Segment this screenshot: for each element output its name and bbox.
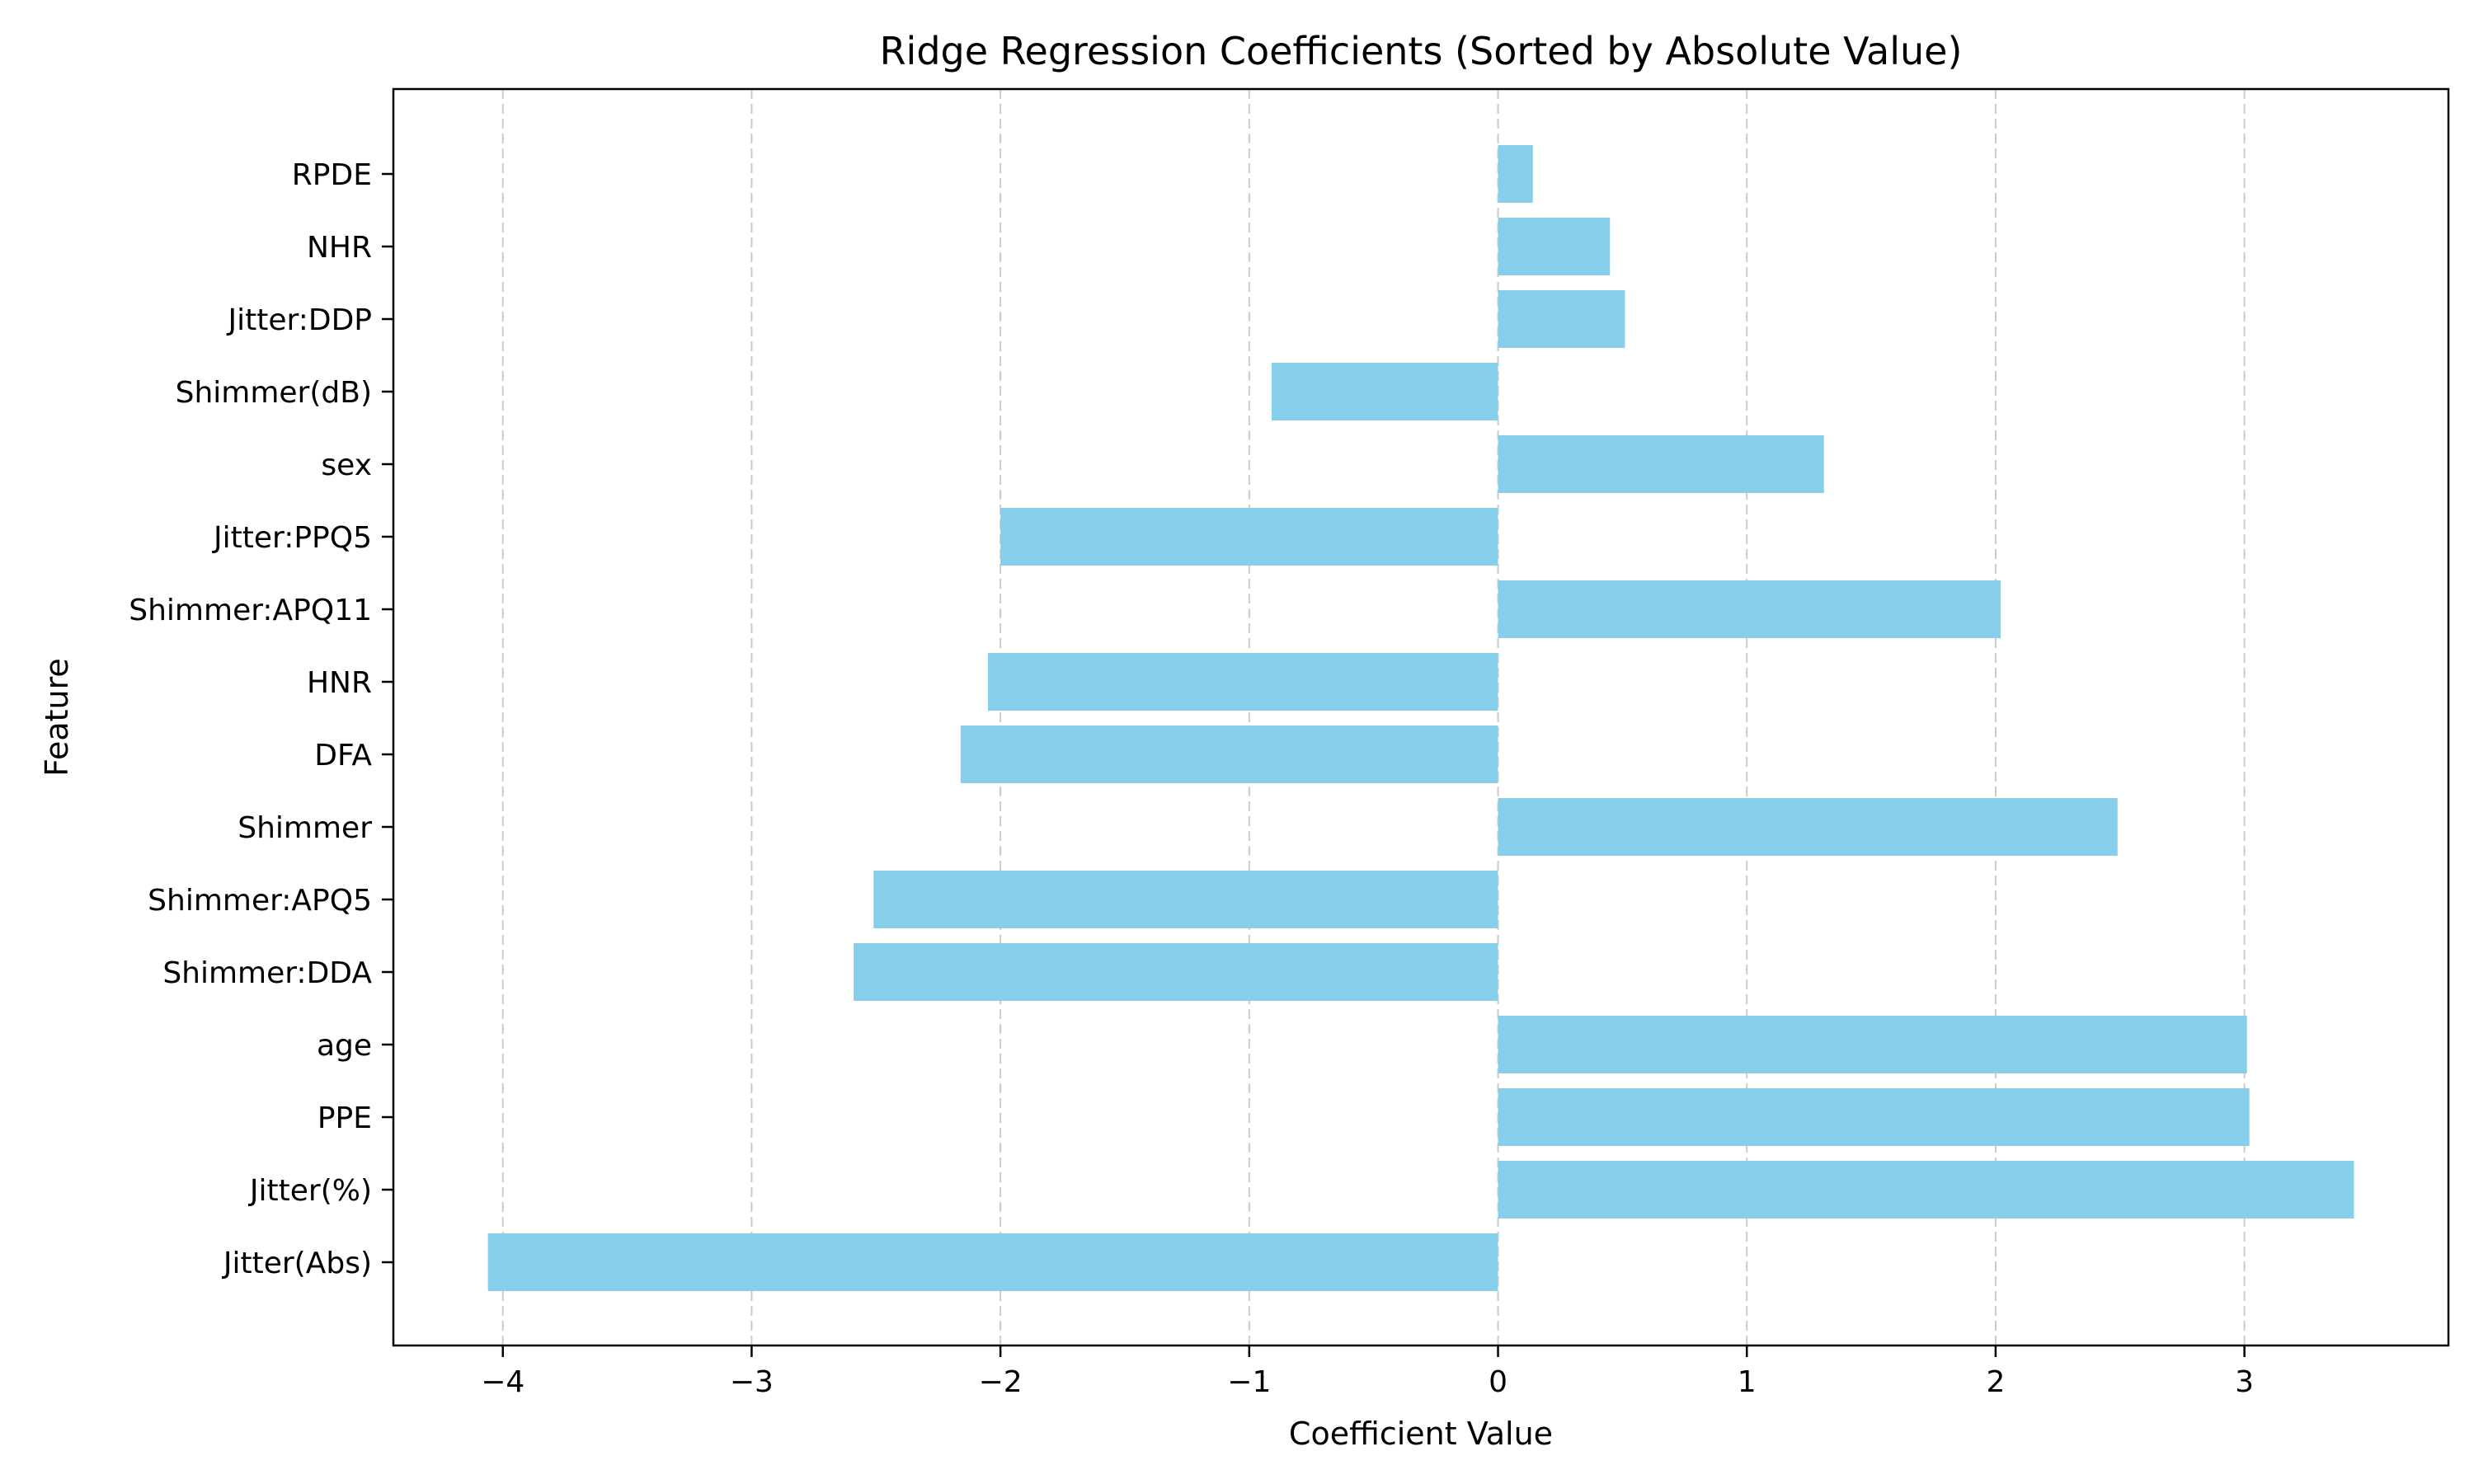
y-tick-label: Shimmer(dB): [176, 376, 372, 410]
x-tick-label: −4: [481, 1365, 524, 1399]
chart-title: Ridge Regression Coefficients (Sorted by…: [880, 29, 1963, 73]
x-axis-ticks: −4 −3 −2 −1 0 1 2 3: [481, 1345, 2254, 1399]
y-tick-label: NHR: [307, 231, 372, 265]
bar-jitter: [1498, 1161, 2354, 1219]
x-tick-label: 0: [1489, 1365, 1507, 1399]
bar-shimmer-apq11: [1498, 580, 2001, 638]
x-tick-label: −1: [1227, 1365, 1271, 1399]
y-tick-label: Shimmer:APQ5: [148, 884, 372, 918]
bar-jitter-abs: [487, 1233, 1498, 1291]
y-tick-label: RPDE: [292, 158, 372, 192]
x-tick-label: −2: [979, 1365, 1023, 1399]
y-tick-label: Jitter(Abs): [222, 1247, 372, 1280]
y-tick-label: Jitter(%): [248, 1174, 372, 1208]
y-tick-label: Shimmer:APQ11: [129, 594, 372, 627]
bar-shimmer-dda: [854, 943, 1498, 1001]
y-tick-label: DFA: [314, 739, 372, 773]
plot-area-frame: [392, 87, 2450, 1347]
bar-shimmer: [1498, 798, 2118, 856]
bars: [487, 145, 2354, 1291]
x-tick-label: −3: [730, 1365, 774, 1399]
bar-age: [1498, 1016, 2247, 1073]
bar-jitter-ppq5: [1000, 508, 1498, 566]
x-tick-label: 1: [1738, 1365, 1757, 1399]
y-tick-label: PPE: [317, 1101, 372, 1135]
y-tick-label: sex: [321, 448, 372, 482]
bar-jitter-ddp: [1498, 290, 1625, 348]
y-axis-label: Feature: [39, 658, 75, 777]
bar-dfa: [960, 726, 1498, 783]
bar-hnr: [988, 653, 1498, 711]
x-tick-label: 3: [2235, 1365, 2254, 1399]
y-tick-label: Jitter:PPQ5: [212, 521, 372, 555]
y-tick-label: Jitter:DDP: [227, 303, 372, 337]
bar-shimmer-db: [1271, 363, 1498, 420]
bar-sex: [1498, 435, 1824, 493]
bar-shimmer-apq5: [873, 871, 1498, 928]
bar-nhr: [1498, 218, 1611, 275]
bar-rpde: [1498, 145, 1533, 203]
x-tick-label: 2: [1986, 1365, 2005, 1399]
y-tick-label: Shimmer:DDA: [162, 956, 372, 990]
x-axis-label: Coefficient Value: [1289, 1416, 1553, 1452]
y-tick-label: Shimmer: [238, 811, 372, 845]
bar-ppe: [1498, 1088, 2250, 1146]
y-tick-label: HNR: [307, 666, 372, 700]
y-axis-ticks: Jitter(Abs) Jitter(%) PPE age Shimmer:DDA Shi…: [129, 158, 393, 1280]
y-tick-label: age: [317, 1029, 372, 1063]
